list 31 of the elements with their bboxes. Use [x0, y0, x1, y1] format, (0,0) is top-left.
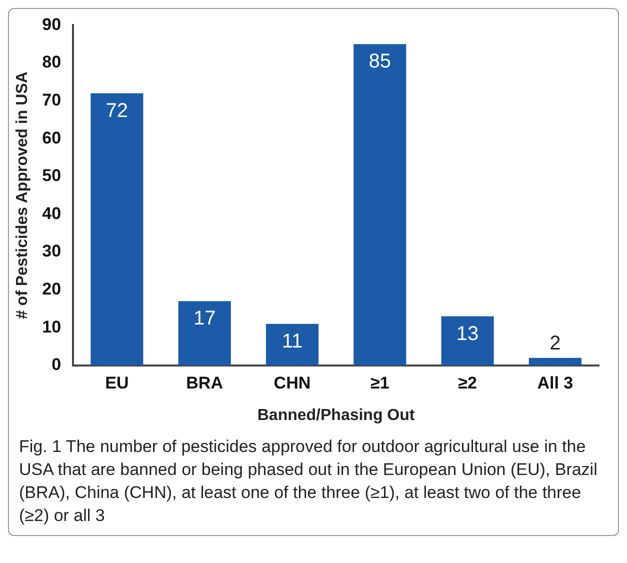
data-label: 2	[550, 332, 561, 354]
y-tick-label: 10	[42, 317, 62, 336]
y-axis-title: # of Pesticides Approved in USA	[14, 71, 32, 320]
data-label: 85	[368, 50, 392, 73]
x-tick-label: EU	[105, 373, 129, 392]
x-tick-label: ≥2	[458, 373, 477, 392]
y-tick-label: 0	[52, 355, 62, 374]
bar	[354, 44, 406, 366]
data-label: 17	[193, 308, 216, 330]
bar	[528, 358, 582, 366]
data-label: 13	[456, 322, 479, 345]
data-label: 72	[106, 100, 128, 122]
bar	[178, 301, 231, 366]
y-tick-label: 90	[42, 14, 62, 34]
bar	[441, 316, 494, 366]
y-tick-label: 70	[42, 90, 62, 110]
y-tick-label: 20	[42, 279, 62, 298]
data-label: 11	[282, 330, 303, 352]
y-tick-label: 40	[42, 204, 62, 223]
x-tick-label: ≥1	[370, 373, 390, 392]
y-tick-label: 50	[42, 166, 62, 186]
y-tick-label: 60	[42, 128, 62, 148]
y-tick-label: 30	[42, 242, 62, 261]
caption: Fig. 1 The number of pesticides approved for outdoor agricultural use in the USA that are banned or being phased out in the European Union (EU), Brazil (BRA), China (CHN), at least one of the three (≥1), at least two of the three (≥2) or all 3	[18, 436, 598, 527]
x-axis-title: Banned/Phasing Out	[257, 406, 416, 424]
x-tick-label: BRA	[186, 373, 224, 392]
y-tick-label: 80	[42, 52, 62, 72]
bar	[90, 93, 144, 366]
x-tick-label: All 3	[537, 373, 574, 392]
bar	[266, 324, 319, 366]
x-tick-label: CHN	[274, 373, 311, 392]
